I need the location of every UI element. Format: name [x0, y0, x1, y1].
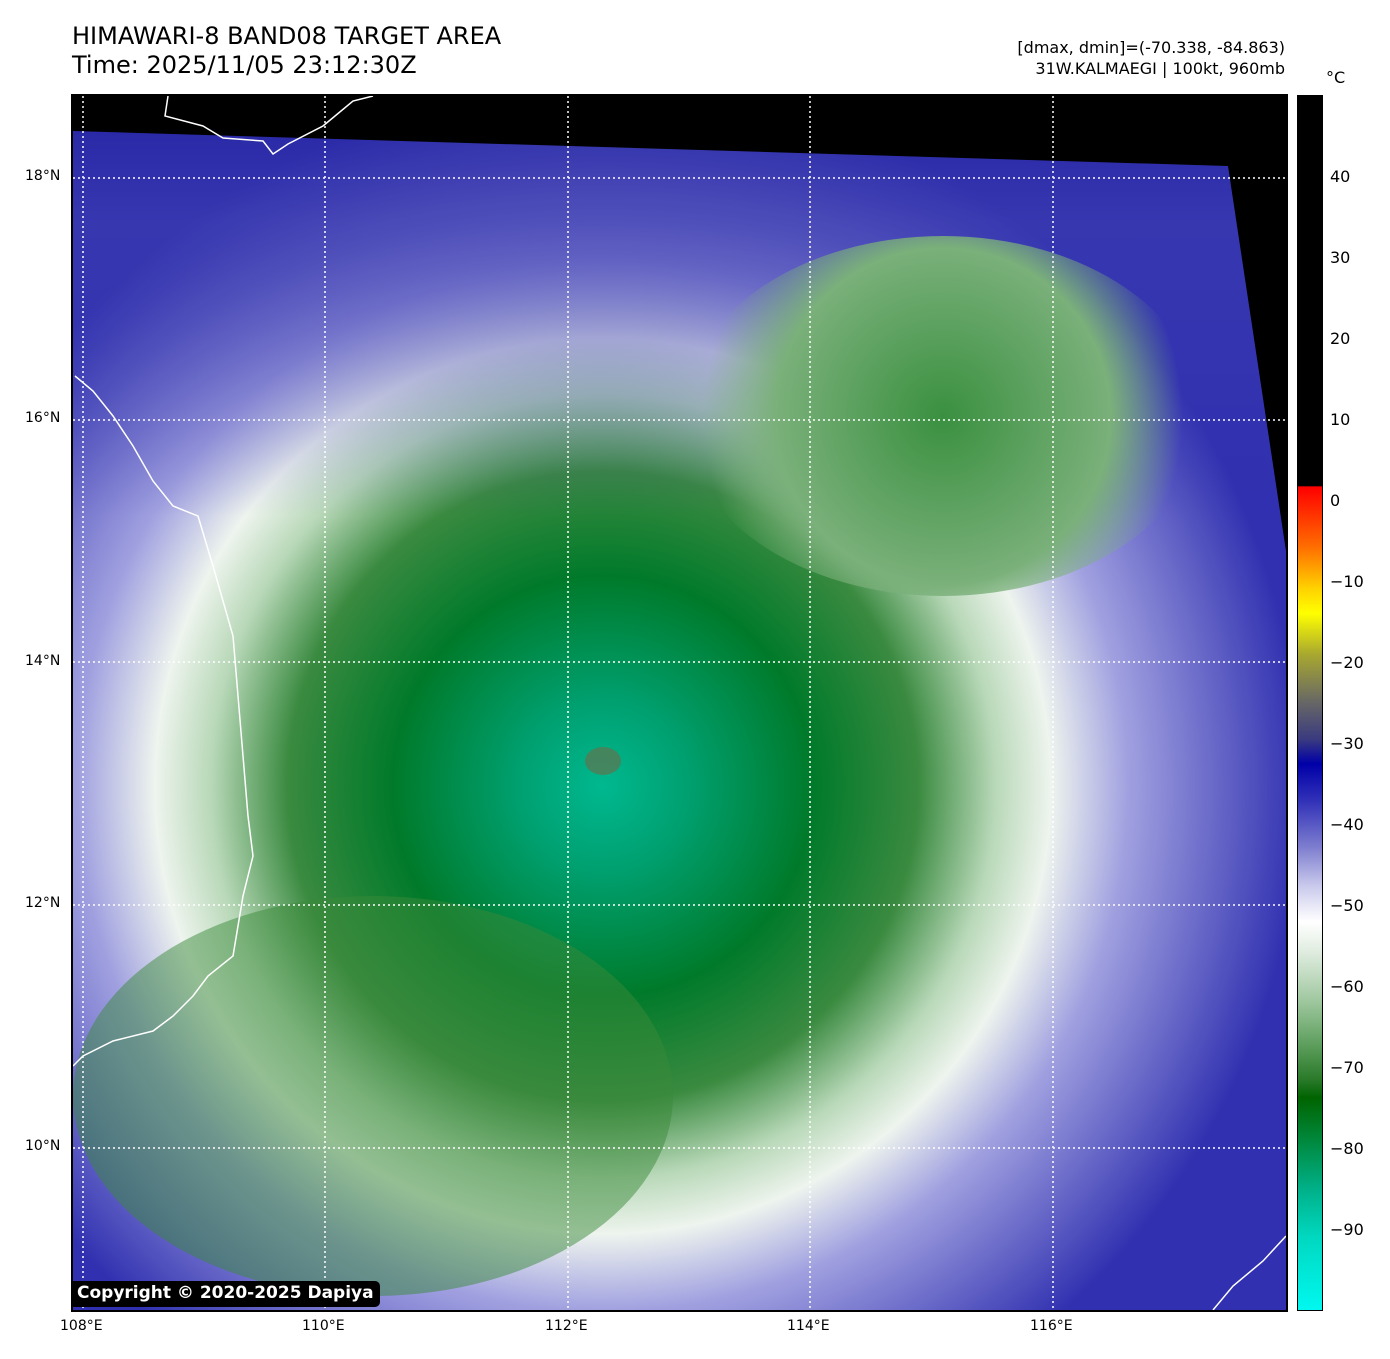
colorbar-tick: −90	[1330, 1220, 1364, 1239]
lat-tick: 10°N	[25, 1138, 61, 1154]
colorbar-tick: 30	[1330, 248, 1351, 267]
lon-tick: 108°E	[60, 1318, 103, 1334]
colorbar-tick: −40	[1330, 815, 1364, 834]
no-data-region	[73, 96, 1286, 551]
lat-tick: 12°N	[25, 895, 61, 911]
satellite-map	[71, 94, 1288, 1312]
chart-title: HIMAWARI-8 BAND08 TARGET AREA	[72, 22, 502, 50]
lon-tick: 116°E	[1030, 1318, 1073, 1334]
colorbar-tick: 20	[1330, 329, 1351, 348]
colorbar-tick: −70	[1330, 1058, 1364, 1077]
lat-tick: 16°N	[25, 410, 61, 426]
time-label: Time: 2025/11/05 23:12:30Z	[72, 51, 417, 79]
lat-tick: 14°N	[25, 653, 61, 669]
coastline-vietnam	[72, 375, 254, 1067]
colorbar-tick: −50	[1330, 896, 1364, 915]
colorbar-tick: 0	[1330, 491, 1341, 510]
colorbar	[1297, 95, 1323, 1311]
lat-tick: 18°N	[25, 168, 61, 184]
copyright-label: Copyright © 2020-2025 Dapiya	[72, 1281, 380, 1307]
colorbar-tick: −10	[1330, 572, 1364, 591]
lon-tick: 114°E	[787, 1318, 830, 1334]
typhoon-eye	[585, 747, 621, 775]
storm-info-label: 31W.KALMAEGI | 100kt, 960mb	[1035, 59, 1285, 78]
colorbar-tick: 40	[1330, 167, 1351, 186]
coastline-hainan	[164, 95, 374, 156]
colorbar-tick: −80	[1330, 1139, 1364, 1158]
coastline-philippines	[1212, 1235, 1287, 1311]
colorbar-tick: −60	[1330, 977, 1364, 996]
colorbar-tick: −20	[1330, 653, 1364, 672]
lon-tick: 112°E	[545, 1318, 588, 1334]
gridlines	[73, 96, 1286, 1310]
colorbar-unit: °C	[1326, 68, 1346, 87]
colorbar-tick: −30	[1330, 734, 1364, 753]
colorbar-tick: 10	[1330, 410, 1351, 429]
dmax-dmin-label: [dmax, dmin]=(-70.338, -84.863)	[1017, 38, 1285, 57]
lon-tick: 110°E	[302, 1318, 345, 1334]
